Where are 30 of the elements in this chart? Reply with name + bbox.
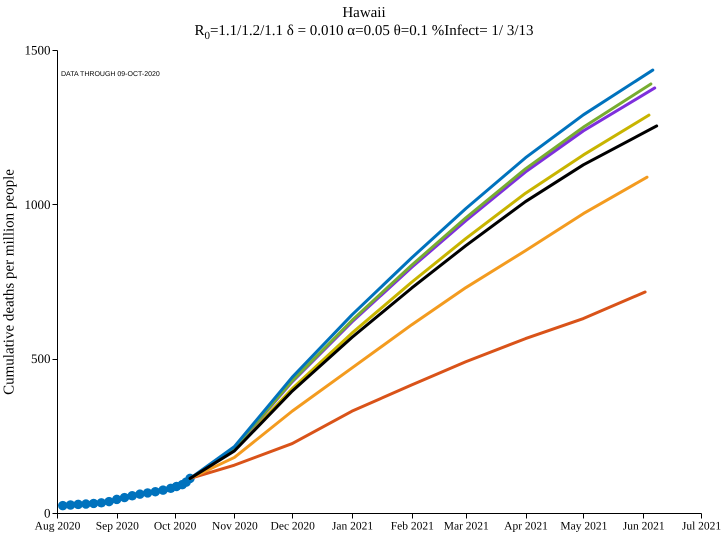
x-tick-label: Sep 2020 bbox=[96, 520, 140, 532]
point bbox=[135, 489, 145, 499]
chart-title: Hawaii bbox=[341, 4, 387, 22]
x-tick-label: Jan 2021 bbox=[332, 520, 374, 532]
x-tick-label: Aug 2020 bbox=[34, 520, 81, 532]
point bbox=[142, 488, 152, 498]
y-axis-title: Cumulative deaths per million people bbox=[2, 168, 18, 395]
point bbox=[104, 496, 114, 506]
y-tick-label: 1000 bbox=[24, 196, 50, 212]
x-tick-label: Mar 2021 bbox=[444, 520, 490, 532]
point bbox=[88, 498, 98, 508]
point bbox=[112, 494, 122, 504]
chart-subtitle: R$_{0}$=1.1/1.2/1.1 δ = 0.010 α=0.05 θ=0.1 %Infect= 1/ 3/13 bbox=[194, 23, 534, 42]
x-tick-label: Jun 2021 bbox=[622, 520, 665, 532]
x-tick-label: May 2021 bbox=[560, 520, 608, 532]
point bbox=[127, 490, 137, 500]
x-tick-label: Dec 2020 bbox=[270, 520, 316, 532]
point bbox=[158, 485, 168, 495]
point bbox=[73, 500, 83, 510]
point bbox=[96, 498, 106, 508]
point bbox=[120, 492, 130, 502]
y-tick-label: 1500 bbox=[24, 42, 50, 58]
y-tick-label: 0 bbox=[44, 506, 50, 520]
x-tick-label: Nov 2020 bbox=[212, 520, 258, 532]
point bbox=[150, 486, 160, 496]
x-tick-label: Feb 2021 bbox=[390, 520, 434, 532]
x-tick-label: Oct 2020 bbox=[154, 520, 197, 532]
x-tick-label: Jul 2021 bbox=[682, 520, 722, 532]
y-tick-label: 500 bbox=[31, 351, 50, 366]
x-tick-label: Apr 2021 bbox=[504, 520, 548, 532]
